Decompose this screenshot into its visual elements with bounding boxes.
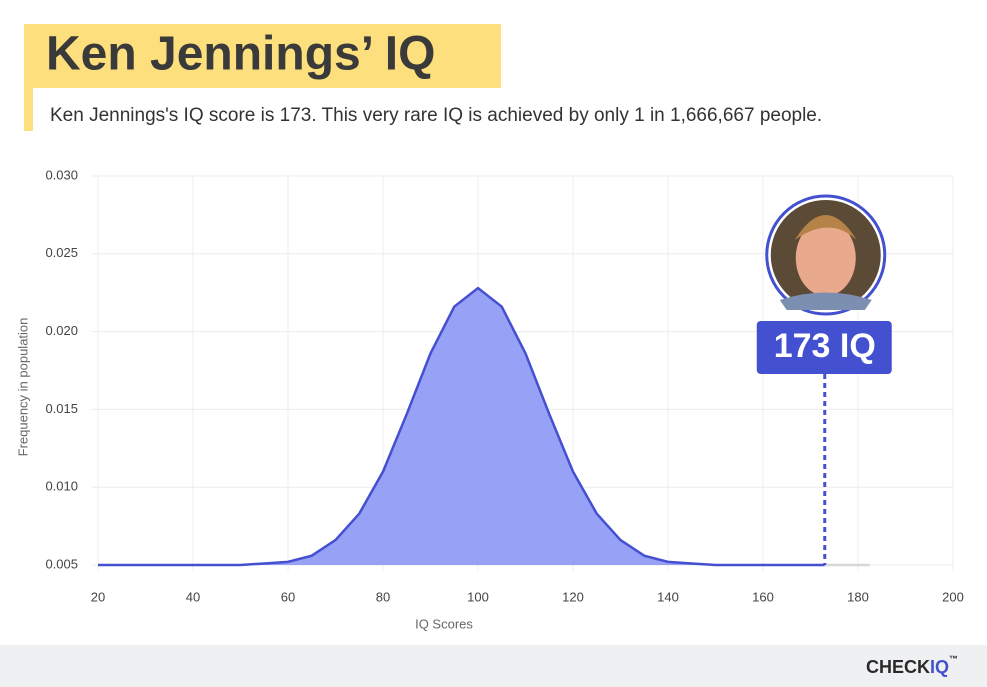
y-tick-label: 0.005 <box>45 556 78 571</box>
portrait-shirt <box>779 292 872 310</box>
y-tick-label: 0.015 <box>45 401 78 416</box>
marker-label: 173 IQ <box>774 327 876 365</box>
logo-mark: ™ <box>949 654 958 664</box>
portrait-face <box>795 220 856 296</box>
footer <box>0 645 987 687</box>
x-tick-label: 120 <box>562 589 584 604</box>
logo-main: CHECK <box>866 657 930 677</box>
portrait-hair <box>794 215 857 240</box>
logo: CHECKIQ™ <box>866 654 958 676</box>
x-tick-label: 180 <box>847 589 869 604</box>
line <box>98 286 825 567</box>
x-axis-label: IQ Scores <box>415 616 473 631</box>
title-banner <box>24 24 501 88</box>
y-tick-label: 0.025 <box>45 245 78 260</box>
x-tick-label: 80 <box>376 589 390 604</box>
x-tick-label: 100 <box>467 589 489 604</box>
y-tick-label: 0.030 <box>45 167 78 182</box>
x-tick-label: 20 <box>91 589 105 604</box>
x-tick-label: 140 <box>657 589 679 604</box>
marker-box <box>756 321 892 374</box>
x-tick-label: 200 <box>942 589 964 604</box>
y-tick-label: 0.020 <box>45 323 78 338</box>
chart-title: Ken Jennings’ IQ <box>46 28 435 81</box>
y-tick-label: 0.010 <box>45 479 78 494</box>
x-tick-label: 60 <box>281 589 295 604</box>
y-axis-label: Frequency in population <box>15 318 30 457</box>
area-fill <box>98 288 825 565</box>
logo-accent: IQ <box>930 657 949 677</box>
plot: 0.005 0.010 0.015 0.020 0.025 0.030 20 40 60 80 10… <box>45 167 963 604</box>
subtitle-bar <box>24 88 33 131</box>
x-tick-label: 40 <box>186 589 200 604</box>
x-tick-label: 160 <box>752 589 774 604</box>
subtitle: Ken Jennings's IQ score is 173. This ver… <box>50 105 822 126</box>
